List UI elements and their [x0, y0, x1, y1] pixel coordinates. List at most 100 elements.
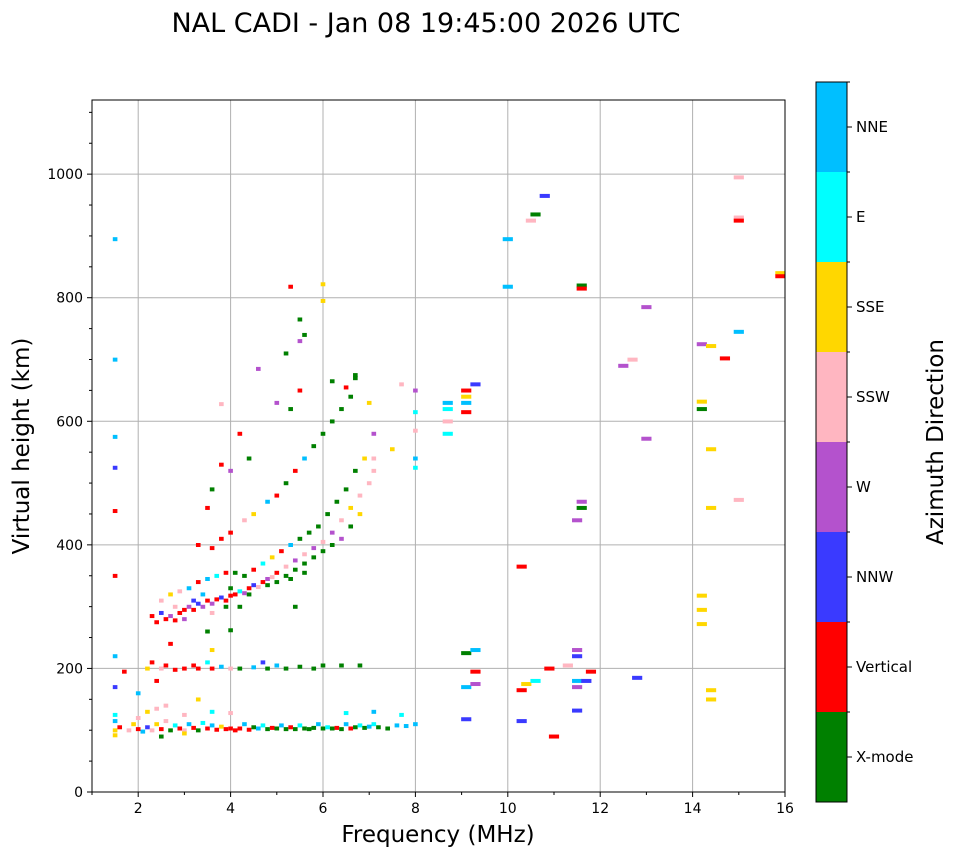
data-point [200, 592, 206, 597]
data-point [214, 597, 220, 602]
data-point [145, 709, 150, 714]
data-point [237, 666, 243, 671]
data-point [292, 567, 298, 572]
data-point [205, 726, 210, 731]
data-point [288, 576, 293, 581]
data-point [228, 726, 233, 731]
data-point [320, 726, 326, 731]
data-point [112, 509, 118, 514]
data-point [320, 282, 326, 287]
data-point [521, 682, 532, 687]
data-point [256, 726, 261, 731]
x-tick-label: 14 [684, 801, 702, 817]
data-point [265, 727, 270, 732]
data-point [154, 678, 159, 683]
x-tick-label: 10 [499, 801, 517, 817]
data-point [371, 431, 377, 436]
data-point [195, 543, 201, 548]
x-axis-label: Frequency (MHz) [341, 822, 534, 848]
colorbar-tick-label: NNE [856, 118, 888, 136]
data-point [719, 356, 731, 361]
data-point [200, 604, 206, 609]
data-point [461, 394, 472, 399]
data-point [195, 666, 201, 671]
data-point [182, 607, 187, 612]
colorbar-segment [816, 82, 847, 172]
data-point [581, 678, 592, 683]
data-point [251, 567, 257, 572]
data-point [632, 675, 643, 680]
data-point [177, 589, 183, 594]
data-point [329, 726, 335, 731]
data-point [172, 604, 178, 609]
x-tick-label: 12 [591, 801, 609, 817]
data-point [470, 682, 481, 687]
data-point [733, 175, 744, 180]
colorbar-tick-label: SSE [856, 298, 885, 316]
colorbar-frame [815, 81, 848, 803]
data-point [403, 724, 409, 729]
data-point [641, 436, 652, 441]
data-point [627, 357, 638, 362]
data-point [269, 575, 275, 580]
data-point [470, 382, 481, 387]
data-point [274, 663, 280, 668]
data-point [135, 716, 141, 721]
data-point [413, 428, 418, 433]
data-point [274, 400, 280, 405]
data-point [394, 723, 400, 728]
data-point [246, 586, 252, 591]
data-point [195, 697, 201, 702]
data-point [357, 512, 363, 517]
data-point [274, 580, 280, 585]
data-point [205, 576, 210, 581]
data-point [232, 592, 238, 597]
data-point [548, 734, 560, 739]
data-point [205, 629, 210, 634]
data-point [461, 651, 472, 656]
data-point [302, 570, 307, 575]
data-point [288, 543, 293, 548]
data-point [572, 654, 583, 659]
y-tick-label: 800 [56, 291, 83, 307]
data-point [525, 218, 536, 223]
data-point [353, 373, 358, 378]
data-point [256, 585, 261, 590]
data-point [158, 734, 164, 739]
data-point [182, 617, 187, 622]
data-point [177, 726, 183, 731]
data-point [470, 669, 481, 674]
data-point [186, 722, 192, 727]
data-point [292, 604, 298, 609]
data-point [149, 728, 155, 733]
data-point [265, 499, 270, 504]
data-point [442, 407, 453, 412]
data-point [223, 604, 229, 609]
data-point [297, 536, 303, 541]
data-point [376, 725, 381, 730]
data-point [205, 505, 210, 510]
data-point [186, 586, 192, 591]
data-point [306, 530, 312, 535]
data-point [195, 601, 201, 606]
data-point [329, 379, 335, 384]
data-point [353, 725, 358, 730]
data-point [371, 709, 377, 714]
data-point [140, 729, 146, 734]
data-point [343, 711, 349, 716]
data-point [279, 723, 284, 728]
data-point [112, 712, 118, 717]
data-point [516, 719, 527, 724]
data-point [154, 706, 159, 711]
data-point [320, 549, 326, 554]
data-point [357, 493, 363, 498]
data-point [242, 573, 247, 578]
chart-title: NAL CADI - Jan 08 19:45:00 2026 UTC [171, 8, 680, 39]
data-point [297, 388, 303, 393]
data-point [265, 576, 270, 581]
data-point [182, 728, 187, 733]
data-point [172, 618, 178, 623]
data-point [348, 524, 354, 529]
data-point [269, 725, 275, 730]
